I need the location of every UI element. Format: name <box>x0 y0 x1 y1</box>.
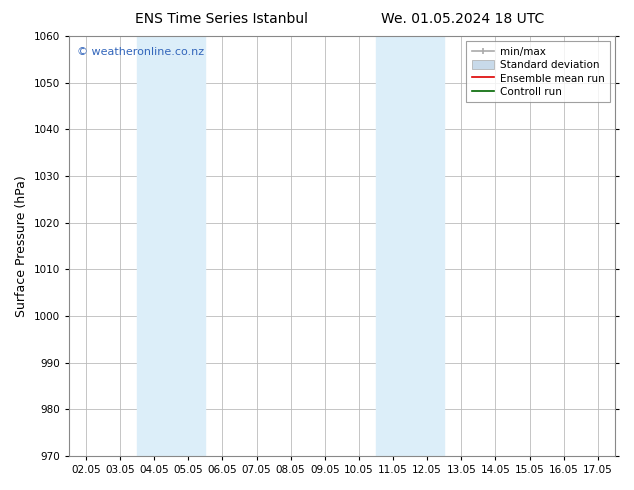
Bar <box>376 36 444 456</box>
Text: © weatheronline.co.nz: © weatheronline.co.nz <box>77 47 204 57</box>
Y-axis label: Surface Pressure (hPa): Surface Pressure (hPa) <box>15 175 28 317</box>
Bar <box>137 36 205 456</box>
Text: We. 01.05.2024 18 UTC: We. 01.05.2024 18 UTC <box>381 12 545 26</box>
Legend: min/max, Standard deviation, Ensemble mean run, Controll run: min/max, Standard deviation, Ensemble me… <box>467 41 610 102</box>
Text: ENS Time Series Istanbul: ENS Time Series Istanbul <box>136 12 308 26</box>
